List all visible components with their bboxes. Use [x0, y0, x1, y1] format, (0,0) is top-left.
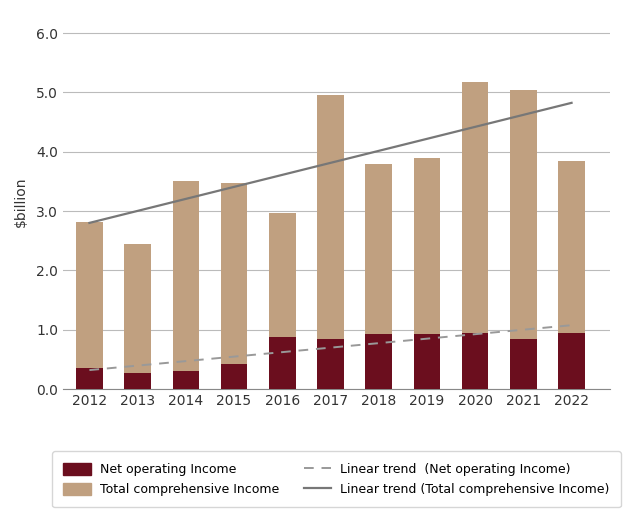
Bar — [559, 333, 585, 389]
Bar — [462, 82, 488, 389]
Bar — [365, 334, 392, 389]
Bar — [510, 90, 537, 389]
Bar — [221, 183, 247, 389]
Bar — [125, 244, 151, 389]
Bar — [462, 333, 488, 389]
Bar — [172, 181, 199, 389]
Bar — [317, 95, 343, 389]
Bar — [76, 368, 103, 389]
Bar — [269, 337, 296, 389]
Bar — [365, 164, 392, 389]
Bar — [510, 339, 537, 389]
Y-axis label: $billion: $billion — [14, 177, 28, 227]
Legend: Net operating Income, Total comprehensive Income, Linear trend  (Net operating I: Net operating Income, Total comprehensiv… — [52, 452, 621, 507]
Bar — [269, 213, 296, 389]
Bar — [414, 158, 440, 389]
Bar — [559, 161, 585, 389]
Bar — [125, 373, 151, 389]
Bar — [221, 364, 247, 389]
Bar — [76, 222, 103, 389]
Bar — [317, 339, 343, 389]
Bar — [172, 371, 199, 389]
Bar — [414, 334, 440, 389]
